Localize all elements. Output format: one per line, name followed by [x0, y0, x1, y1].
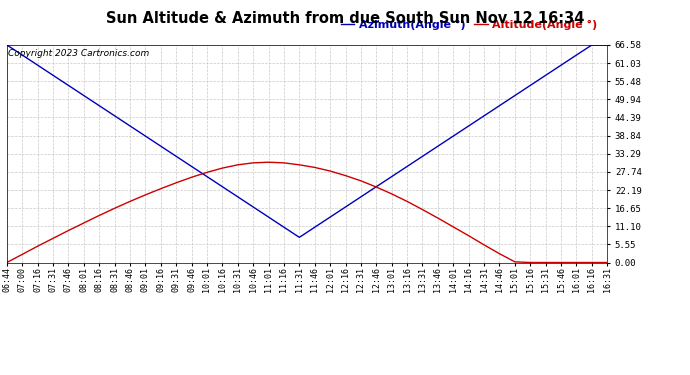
Legend: Azimuth(Angle °), Altitude(Angle °): Azimuth(Angle °), Altitude(Angle °) — [337, 16, 602, 35]
Text: Sun Altitude & Azimuth from due South Sun Nov 12 16:34: Sun Altitude & Azimuth from due South Su… — [106, 11, 584, 26]
Text: Copyright 2023 Cartronics.com: Copyright 2023 Cartronics.com — [8, 50, 149, 58]
